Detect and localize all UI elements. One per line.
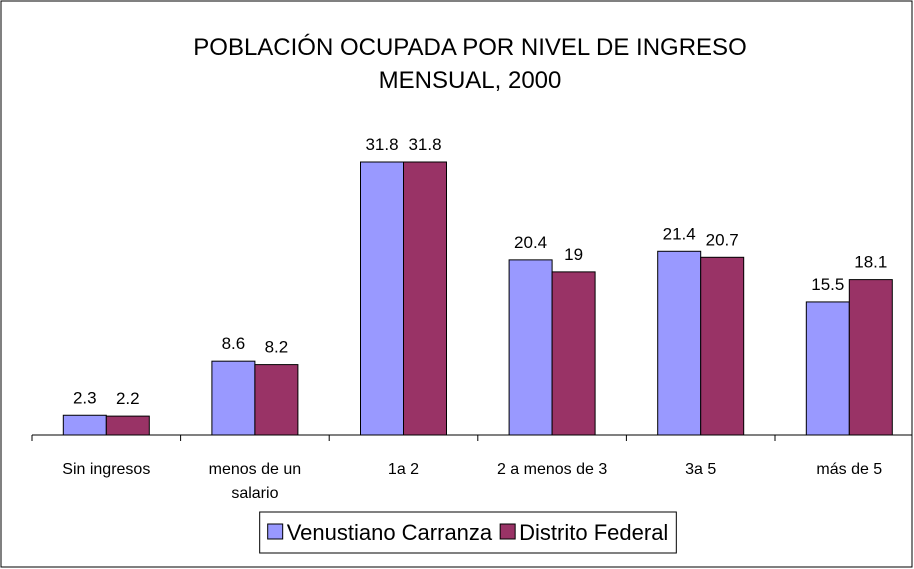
x-tick-label: Sin ingresos: [62, 461, 150, 478]
data-label: 8.6: [222, 334, 246, 353]
data-label: 19: [564, 245, 583, 264]
bar: [657, 250, 702, 436]
data-label: 20.7: [706, 230, 739, 249]
data-label: 31.8: [408, 135, 441, 154]
data-label: 8.2: [265, 338, 289, 357]
data-label: 15.5: [811, 275, 844, 294]
chart-title: POBLACIÓN OCUPADA POR NIVEL DE INGRESO ME…: [193, 34, 746, 94]
data-label: 2.2: [116, 389, 140, 408]
bar: [508, 259, 553, 436]
data-label: 2.3: [73, 388, 97, 407]
legend-label: Distrito Federal: [519, 520, 668, 545]
legend-swatch: [267, 523, 284, 540]
bar: [254, 364, 299, 436]
x-tick-label: más de 5: [816, 461, 882, 478]
bar: [848, 279, 893, 436]
x-tick-label: 3a 5: [685, 461, 716, 478]
data-label: 20.4: [514, 233, 547, 252]
legend-label: Venustiano Carranza: [287, 520, 493, 545]
data-label: 31.8: [365, 135, 398, 154]
bar: [211, 360, 256, 436]
bar: [805, 301, 850, 436]
legend: Venustiano Carranza Distrito Federal: [259, 511, 677, 554]
x-tick-label: menos de un salario: [209, 461, 302, 502]
legend-swatch: [499, 523, 516, 540]
x-tick-label: 2 a menos de 3: [497, 461, 607, 478]
bar: [403, 161, 447, 436]
bar: [700, 256, 745, 436]
data-label: 18.1: [854, 253, 887, 272]
x-tick-label: 1a 2: [388, 461, 419, 478]
bar: [360, 161, 404, 436]
bar: [105, 415, 150, 436]
bar: [551, 271, 596, 436]
bar: [62, 414, 107, 436]
data-label: 21.4: [663, 224, 696, 243]
legend-box: [259, 511, 677, 554]
